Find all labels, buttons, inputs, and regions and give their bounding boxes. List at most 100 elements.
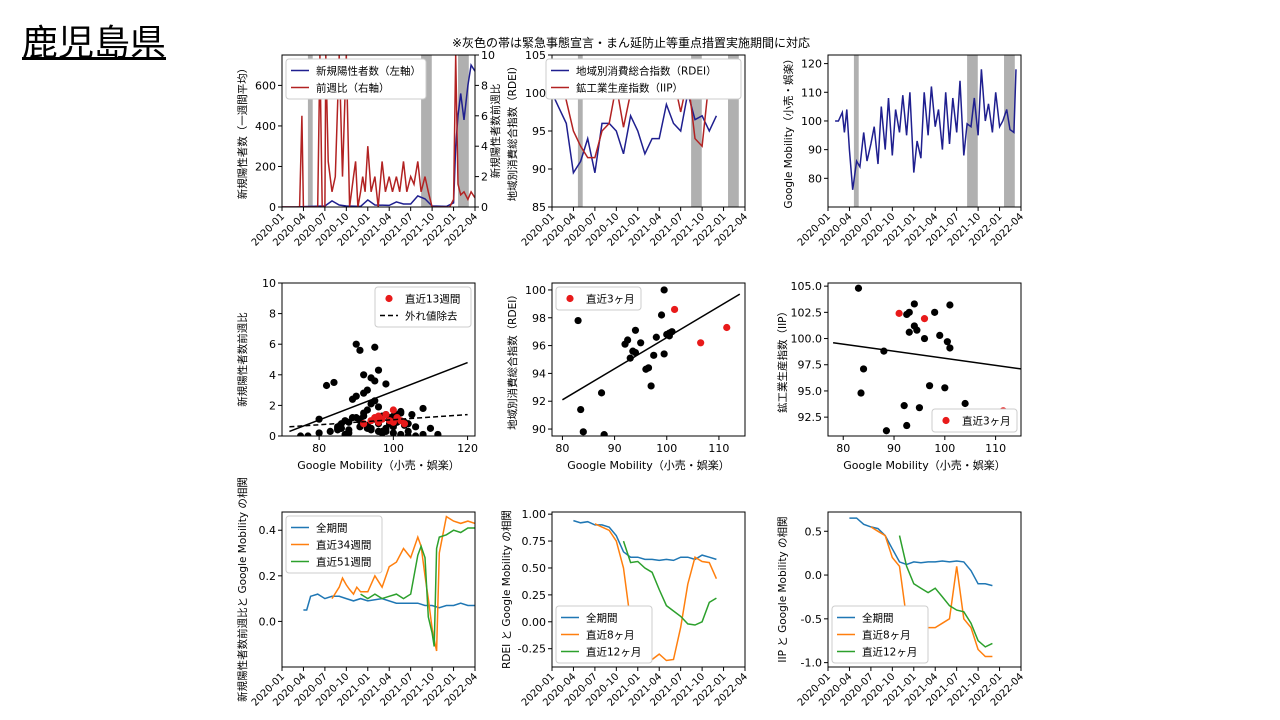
y2-axis-label: 新規陽性者数前週比 — [489, 84, 502, 179]
scatter-point — [900, 402, 908, 410]
scatter-point — [660, 350, 668, 358]
y-tick-label: 85 — [532, 201, 546, 214]
y2-tick-label: 6 — [481, 110, 488, 123]
y-tick-label: -0.25 — [518, 643, 546, 656]
series-line — [282, 63, 475, 207]
legend-label: 前週比（右軸） — [316, 82, 390, 95]
scatter-point — [660, 286, 668, 294]
legend: 直近3ヶ月 — [555, 286, 642, 311]
scatter-point — [903, 310, 911, 319]
scatter-point — [389, 406, 397, 414]
scatter-point — [723, 323, 731, 332]
legend: 新規陽性者数（左軸） 前週比（右軸） — [285, 58, 427, 100]
y-axis-label: 鉱工業生産指数（IIP） — [776, 306, 789, 413]
y2-tick-label: 0 — [481, 201, 488, 214]
scatter-point — [961, 399, 969, 408]
legend-label: 全期間 — [586, 612, 618, 625]
y-axis-label: IIP と Google Mobility の相関 — [776, 516, 789, 662]
y-tick-label: 97.5 — [798, 359, 823, 372]
y-tick-label: 400 — [255, 120, 276, 133]
axes-frame — [551, 282, 746, 437]
legend-box — [555, 605, 653, 664]
legend-marker — [942, 416, 950, 425]
legend-label: 新規陽性者数（左軸） — [316, 65, 421, 78]
shaded-band — [967, 55, 978, 207]
scatter-point — [360, 389, 368, 397]
y-tick-label: 1.00 — [522, 508, 547, 521]
legend-label: 直近3ヶ月 — [962, 415, 1011, 428]
scatter-point — [360, 371, 368, 379]
scatter-point — [334, 423, 342, 431]
series-line — [331, 515, 475, 652]
scatter-point — [374, 366, 383, 374]
y-tick-label: 8 — [269, 308, 276, 321]
y-tick-label: 200 — [255, 160, 276, 173]
series-line — [594, 523, 718, 662]
y-tick-label: 10 — [262, 277, 276, 290]
scatter-point — [419, 404, 427, 413]
chart-panel-4: 0 2 4 6 8 10 80 100 120 Google Mobility（小売・娯楽） 新規陽… — [236, 277, 478, 472]
series-line — [832, 341, 1021, 370]
legend-box — [831, 605, 929, 664]
axes-frame — [827, 54, 1022, 208]
legend-marker — [566, 294, 574, 303]
chart-panel-9: -1.0-0.50.00.52020-012020-042020-072020-… — [776, 511, 1026, 709]
legend-box — [285, 515, 383, 574]
x-tick-label: 100 — [934, 442, 955, 455]
chart-panel-8: -0.250.000.250.500.751.002020-012020-042… — [500, 508, 750, 709]
legend-box — [931, 408, 1018, 433]
legend-label: 直近8ヶ月 — [862, 629, 911, 642]
scatter-point — [326, 427, 334, 436]
scatter-point — [330, 378, 338, 387]
scatter-point — [913, 326, 921, 334]
shaded-band — [853, 55, 859, 207]
scatter-point — [600, 431, 608, 436]
y-tick-label: 6 — [269, 338, 276, 351]
scatter-point — [644, 364, 653, 372]
scatter-point — [895, 309, 903, 317]
y-tick-label: 0.2 — [259, 570, 277, 583]
page-title: 鹿児島県 — [22, 23, 167, 64]
y-tick-label: 90 — [532, 423, 546, 436]
axes-frame — [827, 511, 1022, 668]
shaded-band — [307, 55, 313, 207]
chart-panel-7: 0.00.20.42020-012020-042020-072020-10202… — [236, 477, 480, 709]
y-tick-label: 600 — [255, 79, 276, 92]
scatter-point — [880, 347, 888, 355]
x-tick-label: 110 — [708, 442, 729, 455]
y-tick-label: 92 — [532, 395, 546, 408]
scatter-point — [408, 410, 416, 419]
scatter-point — [412, 423, 420, 431]
legend-label: 鉱工業生産指数（IIP） — [576, 82, 683, 95]
x-tick-label: 80 — [555, 442, 569, 455]
scatter-point — [304, 432, 312, 436]
y-tick-label: 0.0 — [805, 569, 823, 582]
y-tick-label: -0.5 — [801, 613, 822, 626]
axes-frame — [827, 282, 1022, 437]
scatter-point — [296, 432, 305, 436]
scatter-point — [903, 421, 911, 430]
plot-area — [573, 519, 718, 662]
shaded-band — [691, 55, 702, 207]
y-tick-label: 100 — [525, 284, 546, 297]
y-tick-label: 92.5 — [798, 411, 823, 424]
series-line — [289, 361, 468, 433]
scatter-point — [382, 410, 390, 419]
scatter-point — [404, 432, 412, 436]
shaded-band — [577, 55, 583, 207]
scatter-point — [397, 430, 405, 436]
y-tick-label: 0.0 — [259, 615, 277, 628]
scatter-point — [915, 404, 924, 412]
scatter-point — [905, 328, 913, 336]
y-tick-label: 120 — [801, 58, 822, 71]
x-tick-label: 120 — [457, 442, 478, 455]
y-tick-label: 4 — [269, 369, 276, 382]
scatter-point — [341, 430, 349, 436]
series-line — [573, 519, 717, 562]
scatter-point — [882, 427, 891, 435]
series-line — [870, 526, 993, 658]
chart-panel-2: 8590951001052020-012020-042020-072020-10… — [506, 49, 750, 249]
legend-label: 直近34週間 — [316, 539, 371, 552]
